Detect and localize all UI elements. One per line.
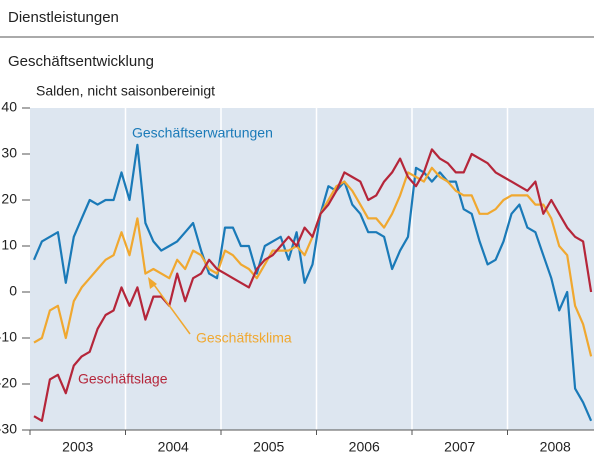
y-tick-label: 10	[1, 237, 17, 253]
y-tick-label: -20	[0, 375, 17, 391]
x-tick-label: 2007	[444, 439, 475, 455]
chart-title: Geschäftsentwicklung	[8, 53, 154, 70]
y-tick-label: 0	[9, 283, 17, 299]
y-tick-label: -30	[0, 421, 17, 437]
series-label: Geschäftsklima	[196, 330, 292, 346]
series-line	[32, 143, 593, 422]
x-tick-label: 2006	[349, 439, 380, 455]
series-line	[33, 148, 593, 422]
chart-subtitle: Salden, nicht saisonbereinigt	[36, 83, 215, 99]
x-tick-label: 2005	[253, 439, 284, 455]
header: Dienstleistungen	[8, 9, 119, 26]
y-tick-label: 30	[1, 145, 17, 161]
x-tick-label: 2004	[158, 439, 189, 455]
y-tick-label: 20	[1, 191, 17, 207]
annotation-arrowhead	[148, 277, 157, 289]
annotation-arrow	[151, 281, 191, 335]
y-tick-label: -10	[0, 329, 17, 345]
series-label: Geschäftslage	[78, 371, 168, 387]
plot-area	[30, 108, 594, 430]
x-tick-label: 2003	[62, 439, 93, 455]
x-tick-label: 2008	[540, 439, 571, 455]
y-tick-label: 40	[1, 99, 17, 115]
series-label: Geschäftserwartungen	[132, 125, 273, 141]
